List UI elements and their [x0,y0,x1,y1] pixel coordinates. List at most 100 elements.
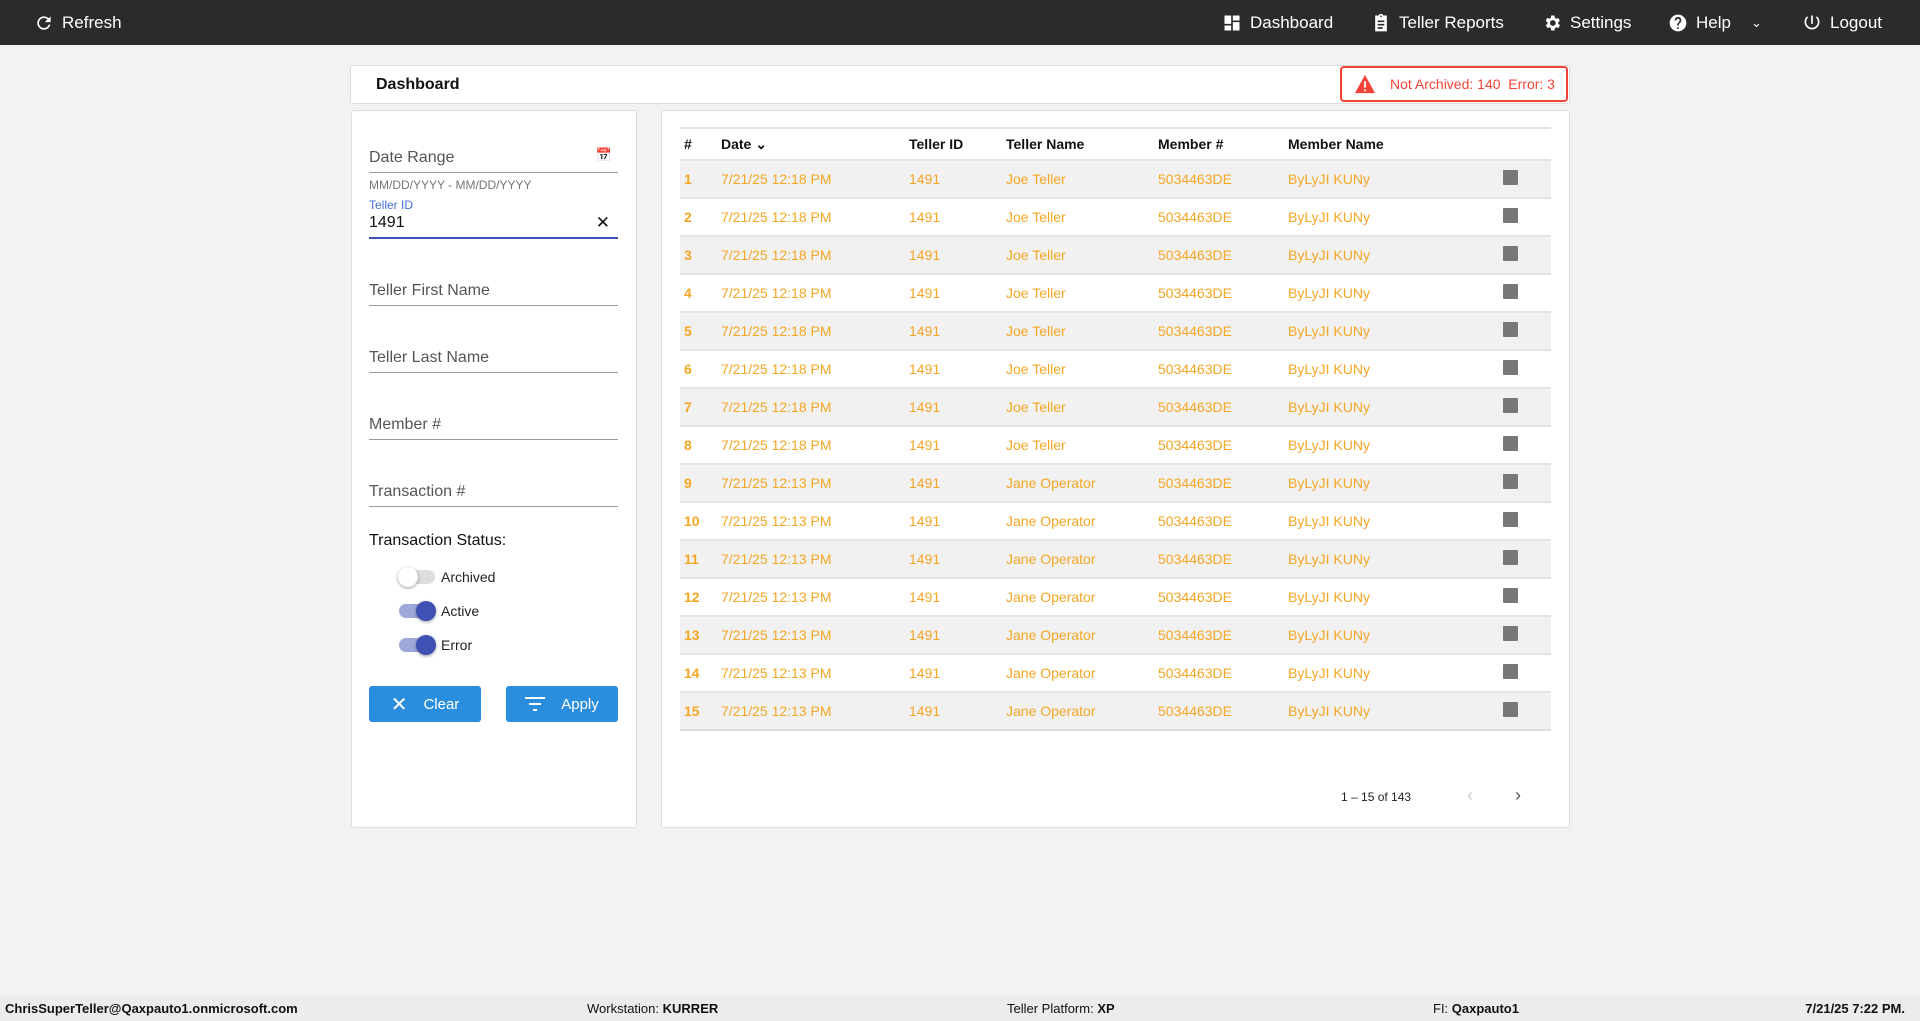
table-row[interactable]: 15 7/21/25 12:13 PM 1491 Jane Operator 50344… [680,691,1551,731]
member-input[interactable]: Member # [369,410,618,440]
next-page-button[interactable]: › [1515,785,1521,805]
row-date: 7/21/25 12:18 PM [721,159,909,198]
row-index: 5 [680,311,721,350]
note-icon[interactable] [1503,702,1518,717]
status-alert[interactable]: Not Archived: 140 Error: 3 [1340,66,1568,102]
row-date: 7/21/25 12:18 PM [721,387,909,426]
row-date: 7/21/25 12:13 PM [721,463,909,502]
table-row[interactable]: 5 7/21/25 12:18 PM 1491 Joe Teller 5034463DE… [680,311,1551,350]
row-member-number: 5034463DE [1158,615,1288,654]
row-index: 15 [680,691,721,731]
table-row[interactable]: 2 7/21/25 12:18 PM 1491 Joe Teller 5034463DE… [680,197,1551,236]
note-icon[interactable] [1503,588,1518,603]
note-icon[interactable] [1503,664,1518,679]
note-icon[interactable] [1503,626,1518,641]
col-date[interactable]: Date ⌄ [721,127,909,160]
toggle-switch[interactable] [399,635,436,655]
apply-button[interactable]: Apply [506,686,618,722]
nav-dashboard[interactable]: Dashboard [1222,0,1333,45]
toggle-switch[interactable] [398,567,435,587]
row-teller-name: Jane Operator [1006,615,1158,654]
row-member-name: ByLyJI KUNy [1288,577,1494,616]
row-teller-name: Jane Operator [1006,463,1158,502]
row-teller-id: 1491 [909,273,1006,312]
nav-teller-reports[interactable]: Teller Reports [1371,0,1504,45]
row-index: 6 [680,349,721,388]
note-icon[interactable] [1503,360,1518,375]
note-icon[interactable] [1503,550,1518,565]
warning-icon [1355,74,1375,94]
row-date: 7/21/25 12:18 PM [721,311,909,350]
row-date: 7/21/25 12:18 PM [721,197,909,236]
teller-id-label: Teller ID [369,198,414,212]
table-row[interactable]: 14 7/21/25 12:13 PM 1491 Jane Operator 50344… [680,653,1551,692]
row-member-number: 5034463DE [1158,501,1288,540]
row-date: 7/21/25 12:18 PM [721,349,909,388]
table-row[interactable]: 10 7/21/25 12:13 PM 1491 Jane Operator 50344… [680,501,1551,540]
row-member-name: ByLyJI KUNy [1288,463,1494,502]
table-row[interactable]: 9 7/21/25 12:13 PM 1491 Jane Operator 503446… [680,463,1551,502]
row-actions [1494,691,1551,731]
note-icon[interactable] [1503,170,1518,185]
row-teller-id: 1491 [909,197,1006,236]
row-member-number: 5034463DE [1158,577,1288,616]
calendar-icon[interactable]: 📅 [595,147,612,162]
row-member-name: ByLyJI KUNy [1288,387,1494,426]
table-row[interactable]: 3 7/21/25 12:18 PM 1491 Joe Teller 5034463DE… [680,235,1551,274]
teller-id-value: 1491 [369,214,405,231]
note-icon[interactable] [1503,284,1518,299]
teller-id-input[interactable]: 1491 ✕ [369,211,618,239]
row-member-number: 5034463DE [1158,539,1288,578]
table-row[interactable]: 1 7/21/25 12:18 PM 1491 Joe Teller 5034463DE… [680,159,1551,198]
row-member-name: ByLyJI KUNy [1288,539,1494,578]
row-member-number: 5034463DE [1158,653,1288,692]
toggle-active[interactable]: Active [399,601,479,621]
table-row[interactable]: 8 7/21/25 12:18 PM 1491 Joe Teller 5034463DE… [680,425,1551,464]
fi: FI: Qaxpauto1 [1433,1001,1519,1016]
note-icon[interactable] [1503,512,1518,527]
date-range-input[interactable]: Date Range 📅 [369,143,618,173]
clear-input-icon[interactable]: ✕ [595,213,610,232]
table-header-row: # Date ⌄ Teller ID Teller Name Member # … [680,127,1551,160]
transaction-input[interactable]: Transaction # [369,477,618,507]
prev-page-button[interactable]: ‹ [1467,785,1473,805]
table-row[interactable]: 13 7/21/25 12:13 PM 1491 Jane Operator 50344… [680,615,1551,654]
clear-button[interactable]: ✕ Clear [369,686,481,722]
top-bar: Refresh Dashboard Teller Reports Setting… [0,0,1920,45]
transaction-status-label: Transaction Status: [369,532,507,549]
note-icon[interactable] [1503,208,1518,223]
fi-value: Qaxpauto1 [1451,1001,1519,1016]
transaction-label: Transaction # [369,483,466,500]
chevron-down-icon: ⌄ [1750,14,1762,30]
row-teller-name: Joe Teller [1006,387,1158,426]
row-member-name: ByLyJI KUNy [1288,501,1494,540]
refresh-button[interactable]: Refresh [34,0,122,45]
transactions-table: # Date ⌄ Teller ID Teller Name Member # … [680,127,1551,731]
table-row[interactable]: 4 7/21/25 12:18 PM 1491 Joe Teller 5034463DE… [680,273,1551,312]
table-row[interactable]: 6 7/21/25 12:18 PM 1491 Joe Teller 5034463DE… [680,349,1551,388]
note-icon[interactable] [1503,436,1518,451]
teller-last-name-input[interactable]: Teller Last Name [369,343,618,373]
col-date-label: Date [721,135,752,152]
teller-first-name-input[interactable]: Teller First Name [369,276,618,306]
toggle-archived[interactable]: Archived [398,567,495,587]
note-icon[interactable] [1503,474,1518,489]
note-icon[interactable] [1503,322,1518,337]
nav-settings-label: Settings [1570,12,1632,32]
note-icon[interactable] [1503,398,1518,413]
table-row[interactable]: 7 7/21/25 12:18 PM 1491 Joe Teller 5034463DE… [680,387,1551,426]
nav-settings[interactable]: Settings [1542,0,1631,45]
row-teller-id: 1491 [909,425,1006,464]
table-row[interactable]: 12 7/21/25 12:13 PM 1491 Jane Operator 50344… [680,577,1551,616]
note-icon[interactable] [1503,246,1518,261]
table-row[interactable]: 11 7/21/25 12:13 PM 1491 Jane Operator 50344… [680,539,1551,578]
toggle-switch[interactable] [399,601,436,621]
toggle-error[interactable]: Error [399,635,472,655]
logout-button[interactable]: Logout [1802,0,1882,45]
row-actions [1494,273,1551,312]
row-actions [1494,197,1551,236]
row-actions [1494,311,1551,350]
nav-help[interactable]: Help ⌄ [1668,0,1762,45]
row-index: 14 [680,653,721,692]
row-date: 7/21/25 12:18 PM [721,235,909,274]
